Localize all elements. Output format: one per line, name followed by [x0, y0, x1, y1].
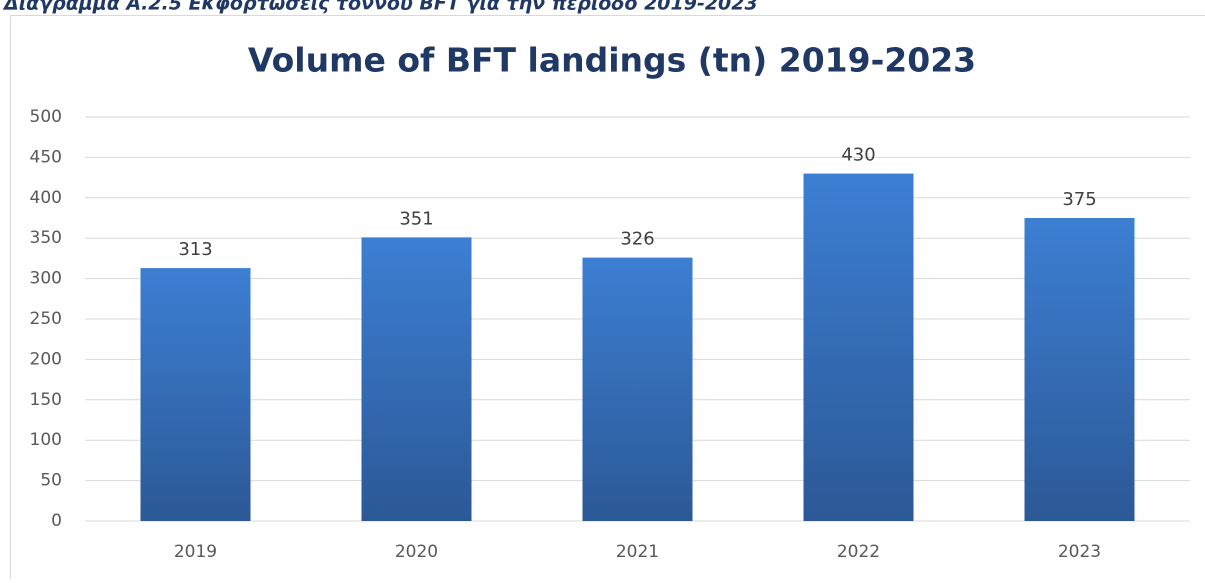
bar	[1025, 218, 1135, 521]
y-tick-label: 50	[40, 471, 62, 491]
value-label: 313	[178, 239, 212, 260]
y-tick-label: 250	[30, 309, 62, 329]
y-tick-label: 300	[30, 269, 62, 289]
bar	[583, 258, 693, 521]
value-label: 326	[620, 229, 654, 250]
y-tick-label: 350	[30, 228, 62, 248]
chart-title: Volume of BFT landings (tn) 2019-2023	[248, 41, 976, 80]
y-tick-label: 0	[51, 511, 62, 531]
value-label: 375	[1062, 189, 1096, 210]
y-tick-label: 500	[30, 107, 62, 127]
bar	[362, 237, 472, 521]
x-tick-label: 2020	[395, 542, 438, 562]
y-tick-label: 400	[30, 188, 62, 208]
x-tick-label: 2021	[616, 542, 659, 562]
x-tick-label: 2023	[1058, 542, 1101, 562]
y-tick-label: 200	[30, 349, 62, 369]
y-tick-label: 100	[30, 430, 62, 450]
x-tick-label: 2022	[837, 542, 880, 562]
y-tick-label: 450	[30, 147, 62, 167]
caption: Διάγραμμα Α.2.5 Εκφορτώσεις τόννου BFT γ…	[2, 0, 758, 15]
value-label: 430	[841, 145, 875, 166]
bar	[804, 174, 914, 521]
y-tick-label: 150	[30, 390, 62, 410]
bar	[141, 268, 251, 521]
x-tick-label: 2019	[174, 542, 217, 562]
value-label: 351	[399, 208, 433, 229]
